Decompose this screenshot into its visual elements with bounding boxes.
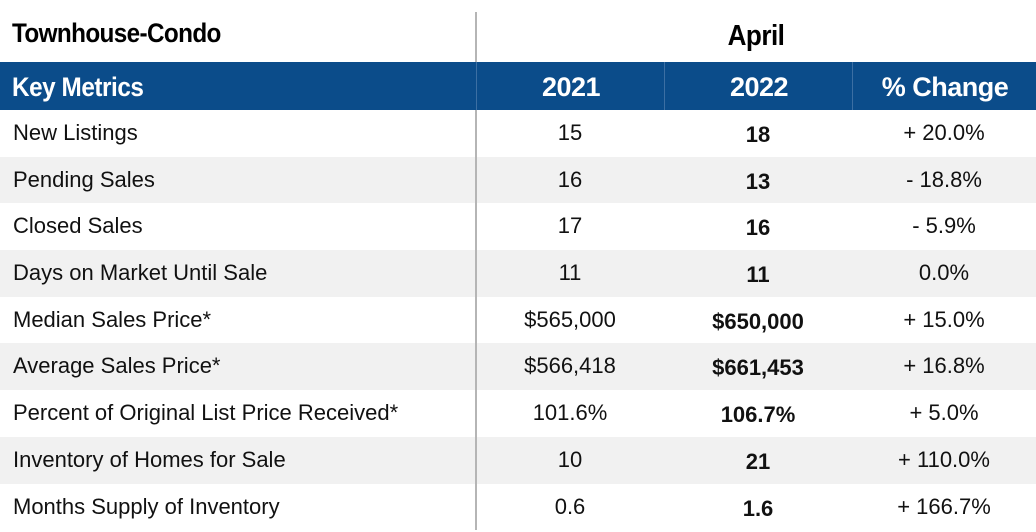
month-heading: April	[504, 20, 1008, 53]
row-label: Months Supply of Inventory	[13, 484, 280, 531]
value-2022: $661,453	[664, 345, 852, 392]
row-label: Pending Sales	[13, 157, 155, 204]
table-row: Days on Market Until Sale 11 11 0.0%	[0, 250, 1036, 297]
header-row: Key Metrics 2021 2022 % Change	[0, 62, 1036, 110]
row-label: Days on Market Until Sale	[13, 250, 267, 297]
value-2021: 11	[476, 250, 664, 297]
value-2022: 16	[664, 205, 852, 252]
value-change: + 166.7%	[852, 484, 1036, 531]
value-2022: $650,000	[664, 299, 852, 346]
table-row: Pending Sales 16 13 - 18.8%	[0, 157, 1036, 204]
value-2022: 13	[664, 159, 852, 206]
value-change: + 5.0%	[852, 390, 1036, 437]
value-2021: 16	[476, 157, 664, 204]
table-row: Median Sales Price* $565,000 $650,000 + …	[0, 297, 1036, 344]
table-row: Inventory of Homes for Sale 10 21 + 110.…	[0, 437, 1036, 484]
value-2022: 21	[664, 439, 852, 486]
row-label: New Listings	[13, 110, 138, 157]
table-row: Closed Sales 17 16 - 5.9%	[0, 203, 1036, 250]
value-2022: 1.6	[664, 486, 852, 532]
value-change: 0.0%	[852, 250, 1036, 297]
value-2022: 18	[664, 112, 852, 159]
value-change: + 20.0%	[852, 110, 1036, 157]
value-change: - 18.8%	[852, 157, 1036, 204]
row-label: Inventory of Homes for Sale	[13, 437, 286, 484]
row-label: Median Sales Price*	[13, 297, 211, 344]
value-2022: 11	[664, 252, 852, 299]
value-2021: 101.6%	[476, 390, 664, 437]
table-title-bar: Townhouse-Condo April	[0, 0, 1036, 62]
table-row: Percent of Original List Price Received*…	[0, 390, 1036, 437]
value-2022: 106.7%	[664, 392, 852, 439]
value-change: + 110.0%	[852, 437, 1036, 484]
table-body: New Listings 15 18 + 20.0% Pending Sales…	[0, 110, 1036, 530]
table-row: Months Supply of Inventory 0.6 1.6 + 166…	[0, 484, 1036, 531]
value-2021: 10	[476, 437, 664, 484]
value-change: + 15.0%	[852, 297, 1036, 344]
value-change: - 5.9%	[852, 203, 1036, 250]
row-label: Average Sales Price*	[13, 343, 221, 390]
value-2021: $566,418	[476, 343, 664, 390]
value-change: + 16.8%	[852, 343, 1036, 390]
value-2021: 0.6	[476, 484, 664, 531]
header-key-metrics: Key Metrics	[12, 62, 143, 110]
header-percent-change: % Change	[852, 62, 1036, 110]
value-2021: $565,000	[476, 297, 664, 344]
table-row: Average Sales Price* $566,418 $661,453 +…	[0, 343, 1036, 390]
header-2022: 2022	[664, 62, 853, 110]
table-row: New Listings 15 18 + 20.0%	[0, 110, 1036, 157]
value-2021: 17	[476, 203, 664, 250]
header-2021: 2021	[476, 62, 665, 110]
table-title: Townhouse-Condo	[12, 18, 221, 49]
row-label: Percent of Original List Price Received*	[13, 390, 398, 437]
column-divider	[475, 12, 477, 62]
column-divider	[475, 110, 477, 530]
row-label: Closed Sales	[13, 203, 143, 250]
value-2021: 15	[476, 110, 664, 157]
